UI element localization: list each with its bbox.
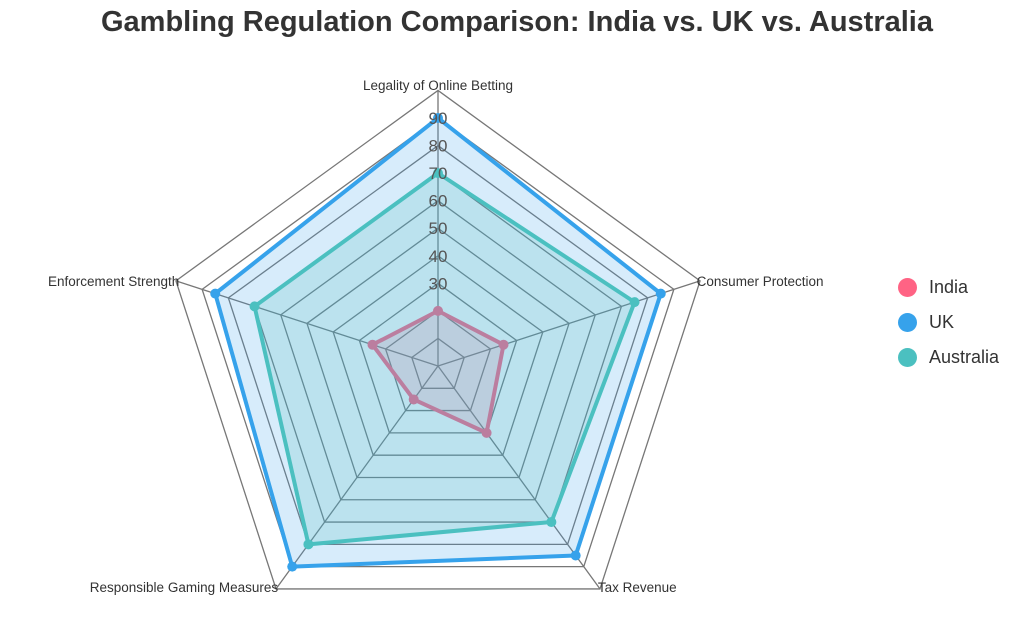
tick-label: 40	[429, 247, 448, 266]
legend-item-uk[interactable]: UK	[898, 305, 999, 340]
legend-label: Australia	[929, 347, 1000, 367]
data-point[interactable]	[433, 113, 443, 123]
data-point[interactable]	[433, 168, 443, 179]
series-area	[213, 116, 663, 569]
data-point[interactable]	[303, 539, 314, 550]
tick-label: 60	[429, 192, 448, 211]
axis-label: Legality of Online Betting	[363, 78, 513, 93]
data-point[interactable]	[408, 394, 419, 405]
legend-marker	[898, 348, 917, 367]
chart-title: Gambling Regulation Comparison: India vs…	[100, 6, 933, 38]
grid-ring	[411, 337, 465, 389]
data-point[interactable]	[629, 297, 640, 308]
legend-item-australia[interactable]: Australia	[898, 340, 999, 375]
grid-ring	[279, 199, 597, 501]
data-point[interactable]	[481, 427, 492, 438]
grid-ring	[175, 89, 701, 590]
radar-grid	[175, 89, 701, 590]
data-point[interactable]	[287, 561, 298, 572]
axis-label: Tax Revenue	[598, 580, 677, 595]
data-point[interactable]	[655, 288, 666, 299]
tick-label: 90	[429, 109, 448, 128]
data-point[interactable]	[546, 517, 557, 528]
data-point[interactable]	[433, 305, 443, 316]
radial-ticks: 30 40 50 60 70 80 90	[429, 109, 448, 293]
tick-label: 30	[429, 274, 448, 293]
legend-marker	[898, 278, 917, 297]
data-point[interactable]	[210, 288, 221, 299]
data-point[interactable]	[498, 339, 509, 350]
legend-label: India	[929, 277, 969, 297]
axis-label: Enforcement Strength	[48, 274, 179, 289]
tick-label: 70	[429, 164, 448, 183]
legend-marker	[898, 313, 917, 332]
axis-label: Consumer Protection	[697, 274, 824, 289]
tick-label: 50	[429, 219, 448, 238]
data-point[interactable]	[367, 339, 378, 350]
legend-item-india[interactable]: India	[898, 270, 999, 305]
series-india	[367, 305, 509, 438]
grid-ring	[306, 227, 570, 479]
series-australia	[249, 168, 640, 550]
grid-ring	[332, 254, 544, 456]
grid-ring	[358, 282, 518, 434]
radar-series	[210, 113, 666, 572]
series-area	[252, 171, 637, 547]
series-uk	[210, 113, 666, 572]
grid-ring	[227, 144, 649, 545]
legend: India UK Australia	[898, 270, 999, 375]
legend-label: UK	[929, 312, 955, 332]
series-area	[370, 308, 506, 435]
data-point[interactable]	[570, 550, 581, 561]
data-point[interactable]	[249, 301, 260, 312]
axis-labels: Legality of Online Betting Consumer Prote…	[48, 78, 824, 595]
axis-label: Responsible Gaming Measures	[90, 580, 279, 595]
tick-label: 80	[429, 137, 448, 156]
grid-ring	[201, 117, 675, 568]
